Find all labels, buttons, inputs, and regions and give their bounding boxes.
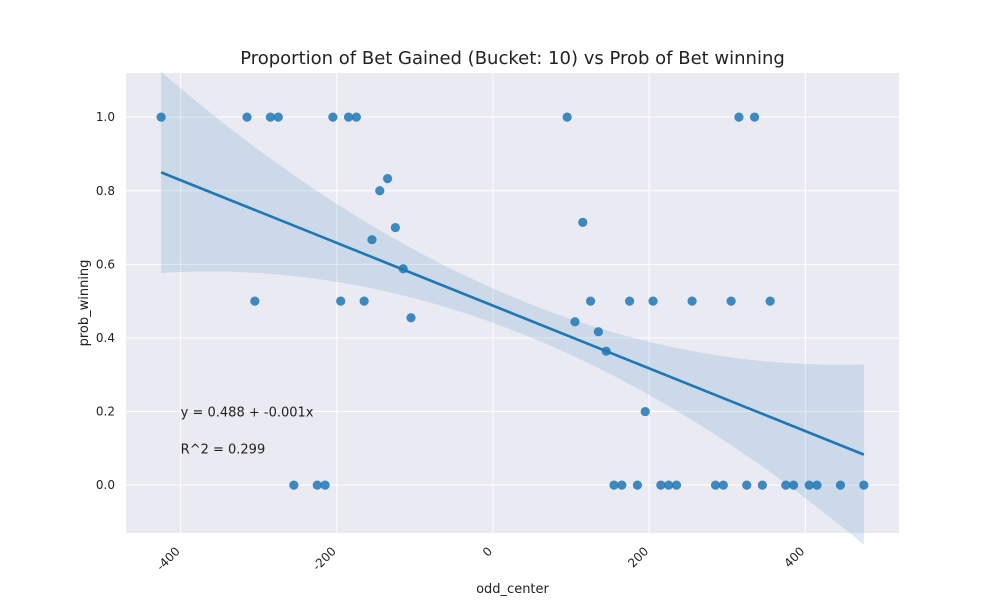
data-point	[406, 313, 416, 323]
data-points	[156, 112, 869, 490]
data-point	[804, 480, 814, 490]
data-point	[382, 174, 393, 184]
data-point	[156, 112, 166, 122]
y-tick-label: 0.2	[96, 405, 115, 419]
y-tick-label: 0.4	[96, 331, 115, 345]
data-point	[640, 406, 650, 417]
x-axis-label: odd_center	[476, 582, 549, 597]
data-point	[343, 112, 354, 122]
data-point	[835, 480, 846, 490]
data-point	[632, 480, 643, 490]
data-point	[336, 296, 346, 306]
y-tick-label: 1.0	[96, 110, 115, 124]
x-tick-label: -200	[310, 544, 339, 573]
regression-line	[160, 171, 865, 456]
chart-title: Proportion of Bet Gained (Bucket: 10) vs…	[240, 48, 785, 69]
data-point	[671, 480, 682, 490]
data-point	[242, 112, 252, 122]
data-point	[609, 480, 619, 490]
data-point	[375, 186, 385, 196]
data-point	[648, 296, 658, 306]
data-point	[250, 296, 260, 306]
y-tick-label: 0.6	[96, 257, 115, 271]
data-point	[656, 480, 666, 490]
data-point	[320, 480, 330, 490]
data-point	[812, 480, 822, 490]
data-point	[765, 296, 775, 306]
data-point	[687, 296, 697, 306]
data-point	[351, 112, 361, 122]
confidence-band	[161, 71, 864, 545]
data-point	[578, 217, 588, 228]
data-point	[718, 480, 728, 490]
data-point	[859, 480, 869, 490]
data-point	[742, 480, 752, 490]
annotations: y = 0.488 + -0.001x R^2 = 0.299	[181, 406, 314, 458]
grid-lines	[126, 73, 899, 533]
data-point	[593, 327, 603, 337]
data-point	[562, 112, 572, 122]
data-point	[265, 112, 276, 122]
data-point	[289, 480, 299, 490]
data-point	[367, 235, 377, 245]
data-point	[617, 480, 627, 490]
data-point	[570, 317, 580, 327]
x-tick-label: 200	[625, 544, 651, 570]
y-tick-label: 0.8	[96, 184, 115, 198]
data-point	[726, 296, 736, 306]
data-point	[749, 112, 760, 122]
annotation-text: R^2 = 0.299	[181, 442, 266, 457]
y-tick-label: 0.0	[96, 478, 115, 492]
data-point	[757, 480, 767, 490]
annotation-text: y = 0.488 + -0.001x	[181, 406, 314, 421]
x-tick-label: -400	[154, 544, 183, 573]
data-point	[312, 480, 322, 490]
data-point	[585, 296, 596, 306]
data-point	[710, 480, 721, 490]
x-tick-label: 400	[781, 544, 807, 570]
data-point	[734, 112, 744, 122]
data-point	[625, 296, 635, 306]
data-point	[390, 222, 400, 233]
data-point	[664, 480, 674, 490]
data-point	[328, 112, 338, 122]
data-point	[781, 480, 791, 490]
x-tick-label: 0	[480, 544, 495, 559]
y-axis-label: prob_winning	[77, 260, 92, 347]
data-point	[273, 112, 283, 122]
data-point	[359, 296, 369, 306]
data-point	[788, 480, 799, 490]
